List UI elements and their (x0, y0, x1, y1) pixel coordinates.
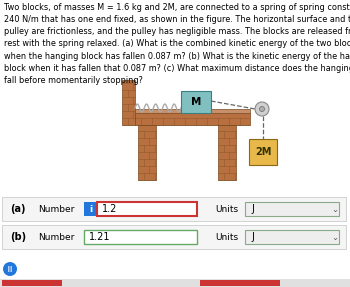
Circle shape (10, 268, 12, 270)
Text: (a): (a) (10, 204, 26, 214)
Circle shape (3, 262, 17, 276)
Text: ⌄: ⌄ (331, 205, 338, 214)
Bar (97, 202, 197, 216)
Bar (249, 139, 277, 165)
Bar (84, 202, 97, 216)
Bar (0, 279, 350, 287)
Circle shape (255, 102, 269, 116)
Bar (2, 225, 346, 249)
Text: Units: Units (215, 232, 238, 241)
Bar (138, 125, 156, 180)
Text: 1.2: 1.2 (102, 204, 117, 214)
Text: (b): (b) (10, 232, 26, 242)
Circle shape (8, 268, 9, 270)
Text: M: M (191, 97, 201, 107)
Circle shape (259, 106, 265, 112)
Bar (135, 109, 250, 113)
Bar (2, 197, 346, 221)
Circle shape (10, 266, 12, 268)
Bar (135, 113, 250, 125)
Bar (245, 202, 339, 216)
Text: Two blocks, of masses M = 1.6 kg and 2M, are connected to a spring of spring con: Two blocks, of masses M = 1.6 kg and 2M,… (4, 3, 350, 85)
Bar (84, 230, 197, 244)
Text: i: i (89, 205, 92, 214)
Bar (200, 280, 280, 286)
Bar (218, 125, 236, 180)
Bar (245, 230, 339, 244)
Text: ⌄: ⌄ (331, 234, 338, 243)
Circle shape (8, 270, 9, 272)
Bar (181, 91, 211, 113)
Bar (122, 80, 135, 125)
Text: J: J (251, 204, 254, 214)
Text: Units: Units (215, 205, 238, 214)
Circle shape (10, 270, 12, 272)
Circle shape (8, 266, 9, 268)
Text: 2M: 2M (255, 147, 271, 157)
Text: Number: Number (38, 205, 74, 214)
Bar (2, 280, 62, 286)
Text: J: J (251, 232, 254, 242)
Text: 1.21: 1.21 (89, 232, 111, 242)
Text: Number: Number (38, 232, 74, 241)
